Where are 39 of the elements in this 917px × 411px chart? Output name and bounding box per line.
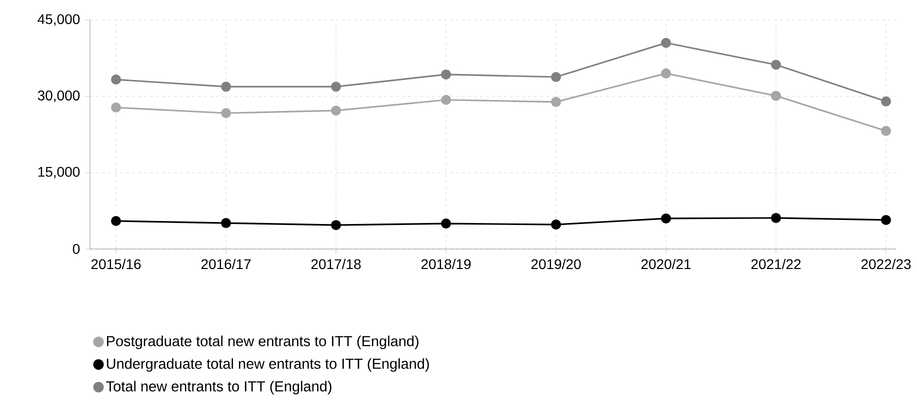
point	[331, 220, 342, 230]
point	[221, 82, 232, 92]
legend-label: Undergraduate total new entrants to ITT (England)	[106, 358, 429, 372]
x-tick-label: 2018/19	[421, 258, 471, 270]
point	[661, 38, 672, 48]
point	[331, 82, 342, 92]
y-tick-label: 0	[72, 244, 80, 254]
x-tick-label: 2017/18	[311, 258, 361, 270]
point	[111, 216, 122, 226]
point	[771, 212, 782, 223]
x-tick-label: 2020/21	[641, 258, 691, 270]
x-tick-label: 2019/20	[531, 258, 581, 270]
y-tick-label: 45,000	[38, 14, 80, 26]
point	[441, 69, 452, 80]
point	[221, 218, 232, 228]
point	[551, 96, 562, 107]
point	[111, 74, 122, 85]
legend-label: Total new entrants to ITT (England)	[106, 380, 332, 394]
legend-label: Postgraduate total new entrants to ITT (England)	[107, 336, 418, 350]
point	[221, 108, 232, 118]
point	[881, 214, 892, 225]
y-tick-label: 30,000	[38, 90, 80, 102]
x-tick-label: 2021/22	[751, 258, 801, 270]
point	[881, 96, 892, 106]
point	[331, 106, 342, 116]
point	[771, 60, 782, 70]
point	[441, 94, 452, 105]
point	[441, 218, 452, 229]
x-tick-label: 2015/16	[91, 258, 141, 270]
y-tick-label: 15,000	[38, 166, 80, 178]
point	[771, 90, 782, 101]
point	[111, 102, 122, 113]
point	[551, 220, 562, 230]
point	[551, 72, 562, 82]
x-tick-label: 2022/23	[861, 258, 911, 270]
point	[661, 213, 672, 224]
x-tick-label: 2016/17	[201, 258, 251, 270]
point	[661, 68, 672, 78]
point	[881, 126, 892, 136]
